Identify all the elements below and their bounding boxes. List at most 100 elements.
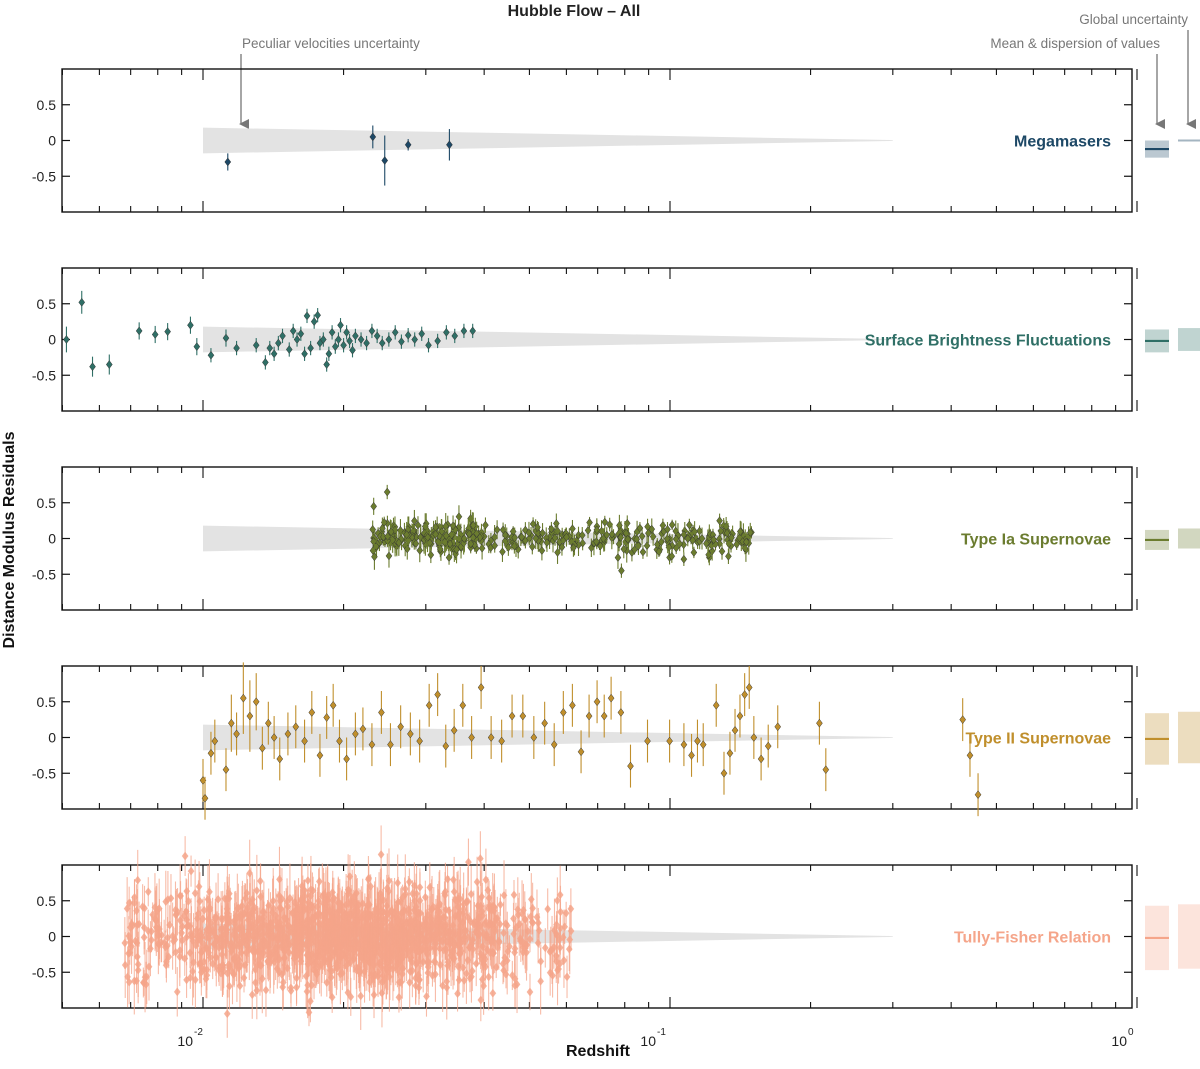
marker — [529, 542, 536, 552]
data-point — [265, 701, 272, 745]
data-point — [370, 497, 377, 515]
data-point — [666, 719, 673, 763]
data-point — [359, 707, 367, 751]
data-point — [346, 333, 353, 349]
marker — [303, 987, 311, 996]
marker — [684, 534, 692, 544]
marker — [240, 693, 247, 703]
marker — [252, 697, 260, 707]
marker — [510, 890, 518, 900]
panel-label: Megamasers — [1014, 134, 1111, 151]
marker — [289, 326, 297, 336]
marker — [518, 532, 526, 542]
data-point — [123, 877, 131, 941]
marker — [286, 893, 294, 903]
marker — [416, 546, 424, 555]
marker — [352, 331, 359, 341]
data-point — [974, 773, 982, 817]
marker — [252, 340, 260, 350]
marker — [418, 329, 426, 339]
marker — [644, 736, 651, 746]
marker — [539, 528, 546, 538]
data-point — [487, 716, 495, 759]
marker — [686, 520, 693, 530]
marker — [450, 725, 458, 735]
data-point — [379, 517, 386, 540]
marker — [543, 538, 551, 547]
data-point — [285, 342, 293, 357]
marker — [320, 335, 327, 344]
data-point — [639, 545, 647, 559]
data-point — [569, 683, 576, 727]
marker — [527, 894, 535, 904]
data-point — [668, 519, 676, 530]
data-point — [703, 538, 710, 550]
data-point — [223, 989, 231, 1038]
data-point — [134, 931, 142, 998]
marker — [371, 552, 378, 562]
data-point — [774, 705, 782, 749]
data-point — [434, 673, 441, 717]
data-point — [550, 723, 558, 767]
data-point — [686, 518, 693, 532]
data-point — [369, 125, 377, 149]
marker — [624, 534, 632, 544]
data-point — [539, 523, 546, 543]
data-point — [403, 538, 411, 560]
data-point — [328, 325, 336, 340]
marker — [323, 978, 331, 988]
data-point — [477, 666, 485, 709]
data-point — [603, 527, 611, 543]
data-point — [745, 666, 753, 709]
y-tick-label: -0.5 — [32, 168, 56, 184]
data-point — [383, 484, 391, 500]
marker — [607, 693, 615, 703]
marker — [614, 553, 622, 563]
marker — [460, 326, 468, 336]
marker — [246, 711, 254, 721]
marker — [394, 878, 402, 888]
data-point — [384, 526, 391, 547]
marker — [733, 539, 740, 549]
data-point — [316, 733, 324, 777]
marker — [529, 519, 537, 529]
data-point — [553, 513, 560, 534]
data-point — [371, 543, 378, 570]
marker — [123, 904, 131, 914]
data-point — [259, 726, 266, 770]
data-point — [349, 343, 356, 358]
data-point — [627, 744, 634, 788]
data-point — [569, 519, 576, 538]
marker — [442, 531, 450, 541]
marker — [498, 736, 505, 746]
data-point — [578, 527, 586, 544]
marker — [638, 531, 646, 541]
data-point — [233, 712, 240, 756]
data-point — [416, 719, 423, 763]
data-point — [369, 520, 376, 539]
marker — [525, 528, 533, 538]
data-point — [736, 694, 744, 738]
marker — [373, 331, 381, 341]
data-point — [511, 527, 518, 549]
data-point — [617, 529, 625, 546]
marker — [608, 529, 616, 539]
data-point — [617, 691, 625, 734]
data-point — [446, 129, 453, 161]
data-point — [385, 332, 393, 347]
marker — [499, 547, 506, 557]
data-point — [668, 549, 676, 563]
marker — [558, 542, 566, 552]
marker — [586, 518, 593, 527]
data-point — [387, 520, 395, 544]
marker — [974, 790, 982, 800]
marker — [720, 768, 728, 778]
marker — [370, 501, 377, 511]
data-point — [434, 333, 441, 349]
marker — [690, 548, 698, 557]
data-point — [316, 867, 323, 896]
data-point — [731, 708, 739, 752]
marker — [601, 517, 609, 527]
marker — [620, 544, 628, 554]
data-point — [563, 955, 571, 999]
